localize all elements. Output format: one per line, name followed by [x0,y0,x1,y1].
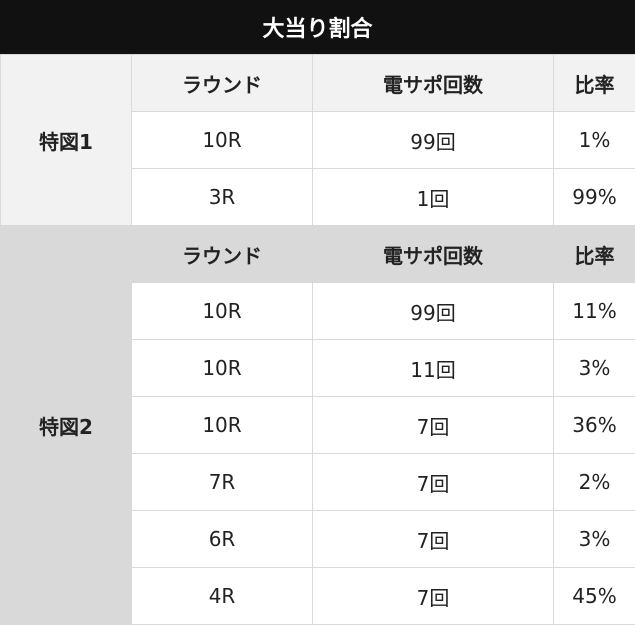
cell-densapo: 99回 [313,283,554,340]
cell-round: 10R [132,283,313,340]
cell-densapo: 1回 [313,169,554,226]
cell-round: 10R [132,397,313,454]
cell-round: 10R [132,112,313,169]
section-label: 特図2 [1,226,132,625]
cell-round: 10R [132,340,313,397]
header-ratio: 比率 [554,226,635,283]
header-densapo-count: 電サポ回数 [313,55,554,112]
section-label: 特図1 [1,55,132,226]
cell-round: 3R [132,169,313,226]
cell-densapo: 7回 [313,511,554,568]
section-tokuzu-1: 特図1 ラウンド 電サポ回数 比率 10R 99回 1% 3R 1回 99% [1,55,635,226]
cell-ratio: 11% [554,283,635,340]
table-title: 大当り割合 [0,0,635,54]
header-ratio: 比率 [554,55,635,112]
cell-ratio: 3% [554,340,635,397]
header-densapo-count: 電サポ回数 [313,226,554,283]
jackpot-ratio-table: 特図1 ラウンド 電サポ回数 比率 10R 99回 1% 3R 1回 99% 特… [0,54,635,625]
cell-densapo: 99回 [313,112,554,169]
header-round: ラウンド [132,226,313,283]
header-row: 特図1 ラウンド 電サポ回数 比率 [1,55,635,112]
cell-ratio: 99% [554,169,635,226]
cell-ratio: 2% [554,454,635,511]
cell-round: 7R [132,454,313,511]
cell-ratio: 45% [554,568,635,625]
cell-ratio: 1% [554,112,635,169]
cell-ratio: 36% [554,397,635,454]
cell-ratio: 3% [554,511,635,568]
cell-round: 4R [132,568,313,625]
header-row: 特図2 ラウンド 電サポ回数 比率 [1,226,635,283]
cell-round: 6R [132,511,313,568]
cell-densapo: 7回 [313,397,554,454]
cell-densapo: 11回 [313,340,554,397]
cell-densapo: 7回 [313,454,554,511]
cell-densapo: 7回 [313,568,554,625]
header-round: ラウンド [132,55,313,112]
section-tokuzu-2: 特図2 ラウンド 電サポ回数 比率 10R 99回 11% 10R 11回 3%… [1,226,635,625]
